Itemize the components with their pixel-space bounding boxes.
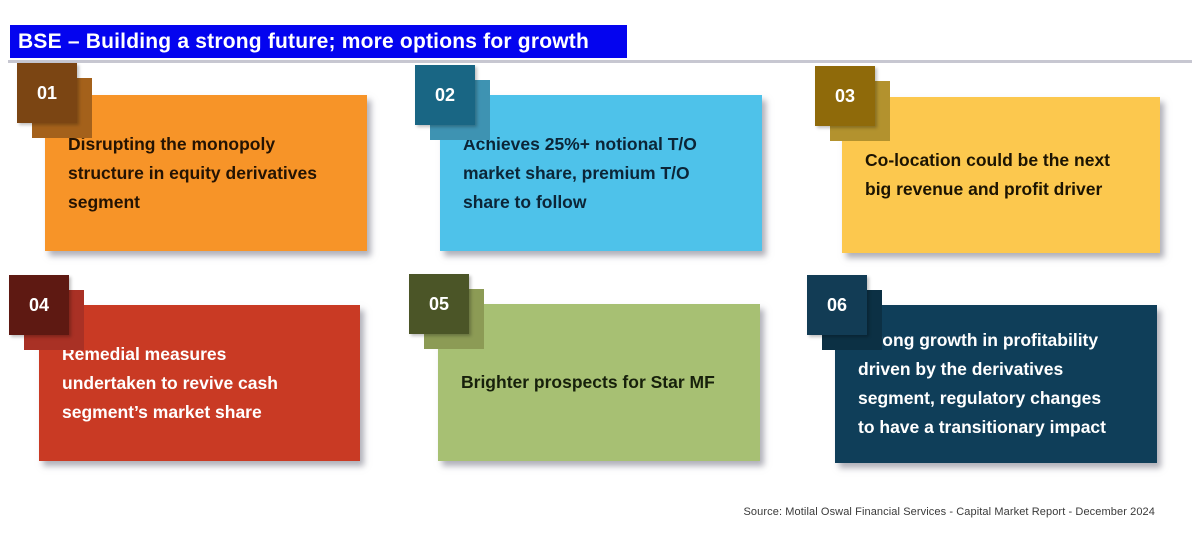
card-05-text: Brighter prospects for Star MF xyxy=(461,372,715,392)
badge-05: 05 xyxy=(409,274,469,334)
card-01-text: Disrupting the monopoly structure in equ… xyxy=(68,133,317,212)
card-04-text: Remedial measures undertaken to revive c… xyxy=(62,343,278,422)
badge-02: 02 xyxy=(415,65,475,125)
card-06-text: Strong growth in profitability driven by… xyxy=(858,330,1106,437)
slide-title-text: BSE – Building a strong future; more opt… xyxy=(18,29,589,53)
slide-title: BSE – Building a strong future; more opt… xyxy=(10,25,627,58)
card-02-text: Achieves 25%+ notional T/O market share,… xyxy=(463,133,697,212)
badge-06: 06 xyxy=(807,275,867,335)
badge-03: 03 xyxy=(815,66,875,126)
card-03-text: Co-location could be the next big revenu… xyxy=(865,150,1111,199)
title-divider-line xyxy=(8,60,1192,63)
card-03: Co-location could be the next big revenu… xyxy=(842,97,1160,253)
card-02: Achieves 25%+ notional T/O market share,… xyxy=(440,95,762,251)
badge-01: 01 xyxy=(17,63,77,123)
source-attribution: Source: Motilal Oswal Financial Services… xyxy=(743,506,1155,518)
card-04: Remedial measures undertaken to revive c… xyxy=(39,305,360,461)
badge-04: 04 xyxy=(9,275,69,335)
card-06: Strong growth in profitability driven by… xyxy=(835,305,1157,463)
card-05: Brighter prospects for Star MF xyxy=(438,304,760,461)
card-01: Disrupting the monopoly structure in equ… xyxy=(45,95,367,251)
